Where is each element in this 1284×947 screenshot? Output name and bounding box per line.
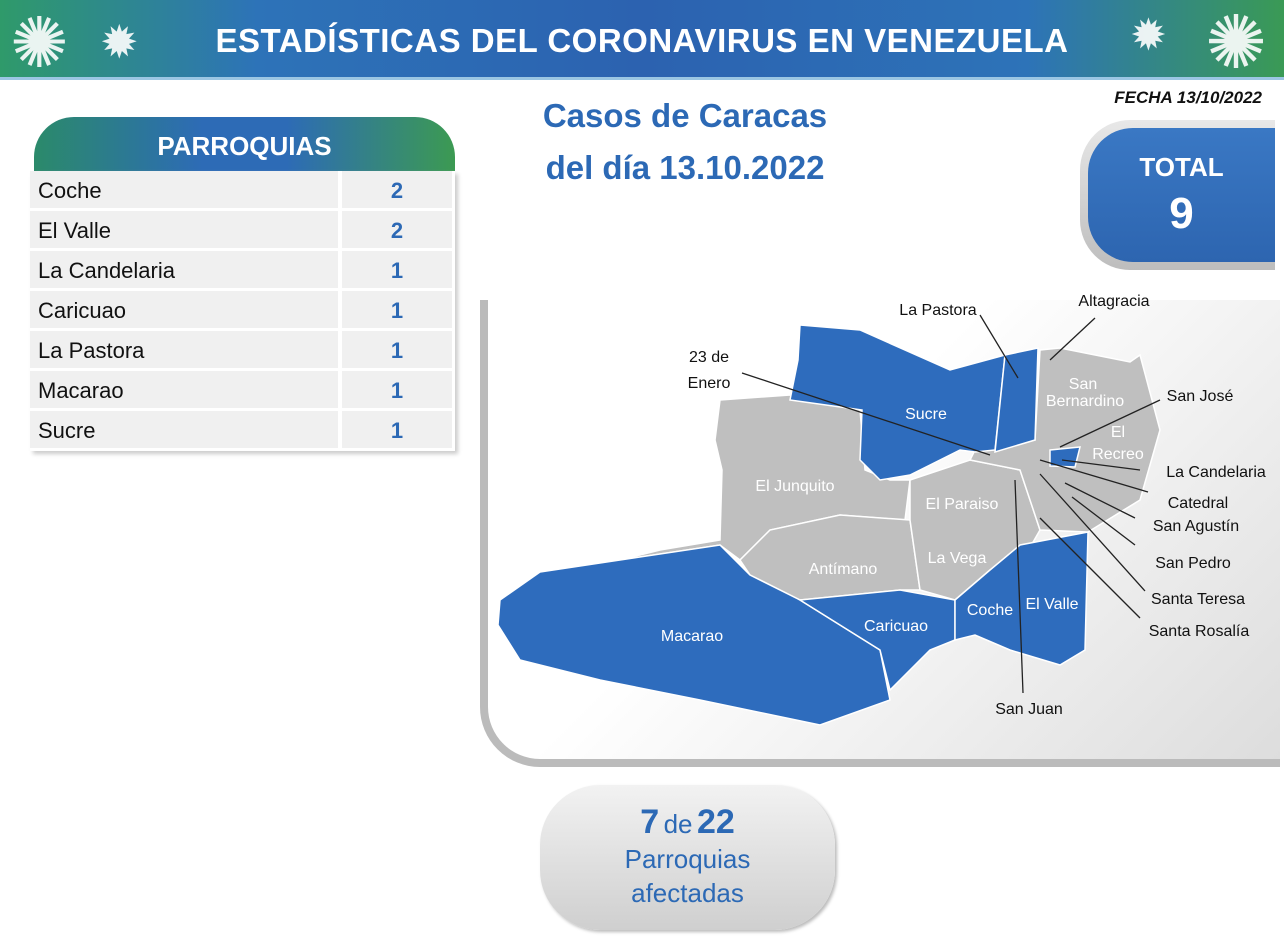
virus-icon: ✺ [1205,1,1268,84]
de-text: de [663,809,693,839]
map-label: San Agustín [1153,518,1239,535]
parish-name: Coche [30,171,338,208]
callout-lines [741,314,1161,694]
parish-name: Macarao [30,371,338,408]
parish-count: 1 [342,411,452,448]
virus-icon: ✺ [10,4,69,82]
map-label: Altagracia [1078,293,1149,310]
map-label: Bernardino [1046,393,1124,410]
map-label: Caricuao [864,618,928,635]
parish-count: 1 [342,291,452,328]
map-label: El Valle [1025,596,1078,613]
title-line: del día 13.10.2022 [545,149,825,186]
banner: ✺ ✹ ESTADÍSTICAS DEL CORONAVIRUS EN VENE… [0,0,1284,84]
map-label: 23 de [689,349,729,366]
page-title: Casos de Caracas del día 13.10.2022 [500,90,870,194]
map-label: La Pastora [899,302,976,319]
table-row: Macarao 1 [30,371,455,411]
map-label: Antímano [809,561,878,578]
parish-name: Sucre [30,411,338,448]
region-la-pastora [994,347,1039,454]
total-value: 9 [1169,189,1194,238]
parish-name: La Candelaria [30,251,338,288]
table-row: La Candelaria 1 [30,251,455,291]
map-label: Recreo [1092,446,1144,463]
map-label: La Candelaria [1166,464,1266,481]
total-label: TOTAL [1139,152,1224,182]
region-sucre [789,324,1006,481]
banner-title: ESTADÍSTICAS DEL CORONAVIRUS EN VENEZUEL… [215,22,1069,59]
affected-count: 7 [640,803,660,841]
table-row: Sucre 1 [30,411,455,451]
map-label: El [1111,424,1125,441]
parish-count: 2 [342,171,452,208]
parish-count: 1 [342,251,452,288]
table-row: La Pastora 1 [30,331,455,371]
map-label: El Junquito [755,478,834,495]
parish-name: Caricuao [30,291,338,328]
table-header: PARROQUIAS [34,117,455,171]
virus-icon: ✹ [100,16,139,68]
affected-parishes-badge: 7 de 22 Parroquias afectadas [540,785,835,930]
map-label: San José [1167,388,1234,405]
map-label: Macarao [661,628,723,645]
map-label: San [1069,376,1097,393]
region-coche-el-valle [954,531,1089,666]
title-line: Casos de Caracas [542,97,828,134]
affected-line: afectadas [631,878,744,908]
map-label: La Vega [928,550,987,567]
parish-count: 1 [342,371,452,408]
map-label: Enero [688,375,731,392]
parish-name: El Valle [30,211,338,248]
map-label: San Pedro [1155,555,1231,572]
region-caricuao [797,589,956,692]
map-label: Santa Teresa [1151,591,1245,608]
region-macarao [497,544,891,726]
date-label: FECHA 13/10/2022 [1114,88,1262,107]
virus-icon: ✹ [1130,11,1167,60]
total-parishes: 22 [696,803,735,841]
affected-line: Parroquias [624,844,751,874]
table-row: Caricuao 1 [30,291,455,331]
map-label: Coche [967,602,1013,619]
table-row: Coche 2 [30,171,455,211]
parroquias-table: PARROQUIAS Coche 2 El Valle 2 La Candelaria 1… [30,117,455,451]
map-label: Catedral [1168,495,1228,512]
map-label: Santa Rosalía [1149,623,1250,640]
total-badge: TOTAL 9 [1080,120,1275,270]
parish-count: 1 [342,331,452,368]
map-label: El Paraiso [926,496,999,513]
table-row: El Valle 2 [30,211,455,251]
map-label: Sucre [905,406,947,423]
parish-name: La Pastora [30,331,338,368]
parish-count: 2 [342,211,452,248]
map-label: San Juan [995,701,1063,718]
